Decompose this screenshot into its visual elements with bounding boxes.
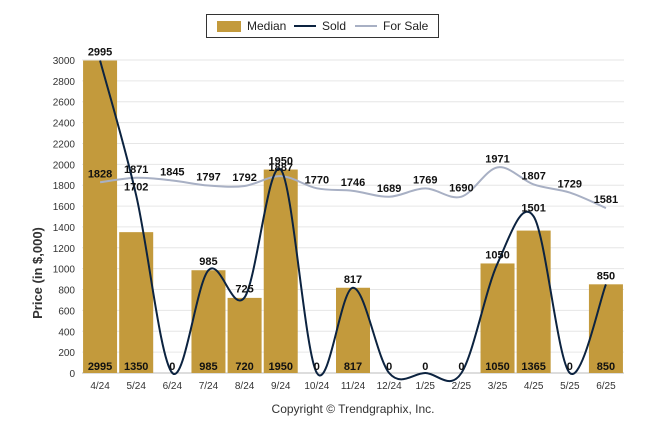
line-for-sale xyxy=(99,166,607,209)
bar-median xyxy=(516,230,551,373)
data-label-sold: 817 xyxy=(344,274,362,286)
legend-swatch-sold xyxy=(294,25,316,27)
data-label-for-sale: 1769 xyxy=(413,174,437,186)
bar-median xyxy=(191,270,226,373)
y-tick-label: 2000 xyxy=(53,160,76,171)
y-tick-label: 2400 xyxy=(53,119,76,130)
x-tick-label: 10/24 xyxy=(304,381,329,392)
data-label-for-sale: 1871 xyxy=(124,164,148,176)
y-tick-label: 1400 xyxy=(53,223,76,234)
x-tick-label: 3/25 xyxy=(488,381,508,392)
data-label-for-sale: 1729 xyxy=(558,179,582,191)
data-label-sold: 1050 xyxy=(485,249,509,261)
data-label-for-sale: 1807 xyxy=(521,170,545,182)
copyright-text: Copyright © Trendgraphix, Inc. xyxy=(271,402,435,416)
bar-median xyxy=(83,60,118,373)
data-label-sold: 1950 xyxy=(268,156,292,168)
data-label-median: 1950 xyxy=(268,361,292,373)
bar-median xyxy=(227,297,262,373)
data-label-median: 0 xyxy=(314,361,320,373)
data-label-for-sale: 1845 xyxy=(160,167,184,179)
data-label-for-sale: 1690 xyxy=(449,183,473,195)
data-label-median: 720 xyxy=(235,361,253,373)
bar-median xyxy=(119,232,154,373)
data-label-for-sale: 1746 xyxy=(341,177,365,189)
x-tick-label: 7/24 xyxy=(199,381,219,392)
data-label-for-sale: 1828 xyxy=(88,168,112,180)
legend-item-forsale: For Sale xyxy=(355,15,428,37)
legend-label-sold: Sold xyxy=(322,19,347,33)
bar-median xyxy=(480,263,515,373)
data-label-median: 0 xyxy=(567,361,573,373)
data-label-sold: 2995 xyxy=(88,47,112,59)
y-tick-label: 2800 xyxy=(53,77,76,88)
x-tick-label: 11/24 xyxy=(341,381,366,392)
legend-label-median: Median xyxy=(247,19,287,33)
y-tick-label: 800 xyxy=(58,286,75,297)
data-label-median: 0 xyxy=(458,361,464,373)
data-label-median: 0 xyxy=(386,361,392,373)
x-tick-label: 5/25 xyxy=(560,381,580,392)
data-label-for-sale: 1689 xyxy=(377,183,401,195)
legend-item-sold: Sold xyxy=(294,15,346,37)
data-label-for-sale: 1581 xyxy=(594,194,618,206)
legend-swatch-median xyxy=(217,20,241,32)
data-label-median: 985 xyxy=(199,361,217,373)
y-tick-label: 1600 xyxy=(53,202,76,213)
data-label-sold: 985 xyxy=(199,256,217,268)
data-label-for-sale: 1971 xyxy=(485,153,509,165)
x-tick-label: 6/25 xyxy=(596,381,616,392)
x-tick-label: 4/25 xyxy=(524,381,544,392)
data-label-median: 1350 xyxy=(124,361,148,373)
line-sold xyxy=(99,60,607,383)
data-label-sold: 1501 xyxy=(521,202,545,214)
x-tick-label: 9/24 xyxy=(271,381,291,392)
x-tick-label: 8/24 xyxy=(235,381,255,392)
y-tick-label: 2200 xyxy=(53,139,76,150)
x-tick-label: 4/24 xyxy=(90,381,110,392)
y-axis-title: Price (in $,000) xyxy=(30,227,45,319)
x-tick-label: 1/25 xyxy=(416,381,436,392)
legend-item-median: Median xyxy=(217,15,286,37)
x-tick-label: 12/24 xyxy=(377,381,402,392)
y-tick-label: 3000 xyxy=(53,56,76,67)
data-label-sold: 1702 xyxy=(124,181,148,193)
bar-median xyxy=(588,284,623,373)
bar-median xyxy=(336,287,370,373)
legend: Median Sold For Sale xyxy=(206,14,439,38)
x-tick-label: 5/24 xyxy=(126,381,146,392)
y-tick-label: 400 xyxy=(58,327,75,338)
x-tick-label: 6/24 xyxy=(163,381,183,392)
y-tick-label: 1800 xyxy=(53,181,76,192)
data-label-median: 850 xyxy=(597,361,615,373)
y-tick-label: 0 xyxy=(69,369,75,380)
data-label-median: 1050 xyxy=(485,361,509,373)
data-label-for-sale: 1797 xyxy=(196,172,220,184)
data-label-for-sale: 1887 xyxy=(268,162,292,174)
y-tick-label: 2600 xyxy=(53,98,76,109)
y-tick-label: 1200 xyxy=(53,244,76,255)
data-label-median: 1365 xyxy=(521,361,545,373)
data-label-for-sale: 1792 xyxy=(232,172,256,184)
legend-label-forsale: For Sale xyxy=(383,19,429,33)
data-label-median: 0 xyxy=(422,361,428,373)
legend-swatch-forsale xyxy=(355,25,377,27)
data-label-sold: 725 xyxy=(235,283,253,295)
y-tick-label: 200 xyxy=(58,348,75,359)
data-label-sold: 850 xyxy=(597,270,615,282)
data-label-median: 0 xyxy=(169,361,175,373)
data-label-median: 817 xyxy=(344,361,362,373)
data-label-for-sale: 1770 xyxy=(305,174,329,186)
y-tick-label: 1000 xyxy=(53,265,76,276)
bar-median xyxy=(263,169,298,373)
y-tick-label: 600 xyxy=(58,306,75,317)
x-tick-label: 2/25 xyxy=(452,381,472,392)
data-label-median: 2995 xyxy=(88,361,112,373)
